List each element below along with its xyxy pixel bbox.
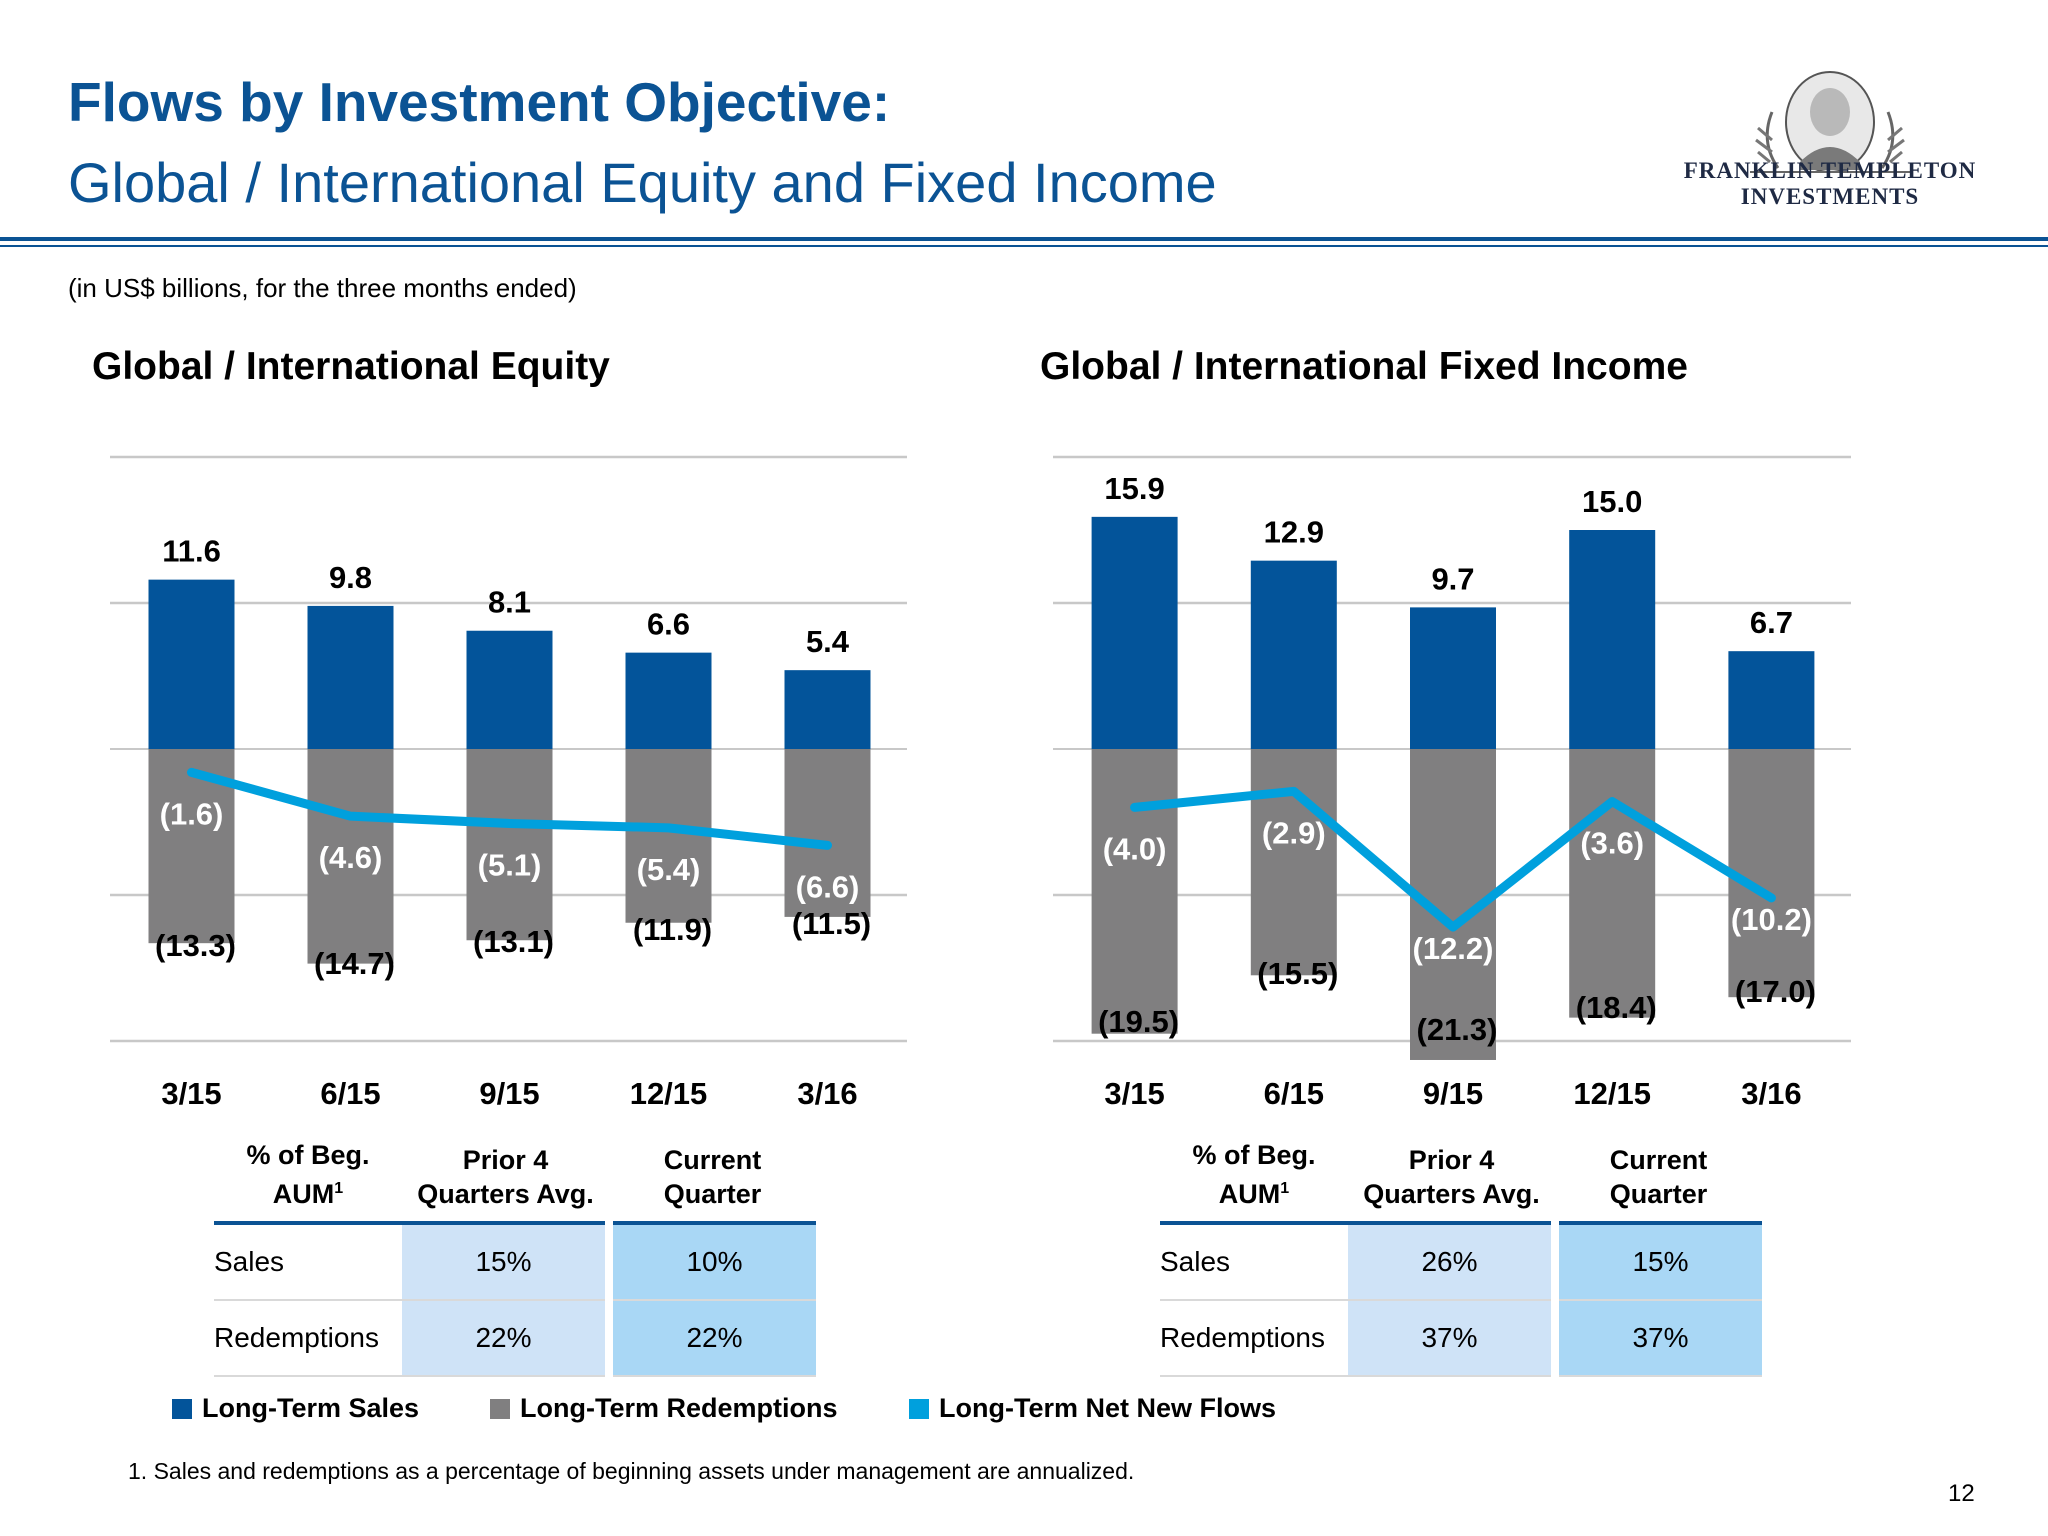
table-row: Redemptions 37% 37% <box>1160 1300 1762 1377</box>
redemption-bar <box>1250 749 1337 976</box>
net-flow-label: (2.9) <box>1262 815 1326 850</box>
sales-label: 9.8 <box>329 560 372 595</box>
sales-bar <box>148 579 235 749</box>
logo-text-line1: FRANKLIN TEMPLETON <box>1683 158 1977 183</box>
redemption-label: (13.1) <box>473 924 554 959</box>
legend-swatch <box>909 1398 929 1419</box>
page-subtitle: Global / International Equity and Fixed … <box>68 151 1217 214</box>
footnote: 1. Sales and redemptions as a percentage… <box>128 1458 1135 1484</box>
net-flow-label: (5.1) <box>478 847 542 882</box>
redemption-bar <box>625 749 712 923</box>
legend-item-sales: Long-Term Sales <box>172 1393 419 1424</box>
sales-label: 15.0 <box>1582 484 1642 519</box>
chart-title-fixed-income: Global / International Fixed Income <box>1040 345 1688 388</box>
franklin-portrait-logo-icon <box>1750 71 1910 173</box>
legend-swatch <box>172 1398 192 1419</box>
table-header-aum: % of Beg. AUM1 <box>1160 1138 1348 1225</box>
redemption-label: (11.9) <box>633 912 712 947</box>
x-tick-label: 12/15 <box>630 1076 708 1111</box>
page-number: 12 <box>1948 1480 1975 1507</box>
redemption-bar <box>1728 749 1815 998</box>
x-tick-label: 3/16 <box>1741 1076 1801 1111</box>
x-tick-label: 9/15 <box>479 1076 539 1111</box>
sales-label: 12.9 <box>1264 515 1324 550</box>
redemption-bar <box>784 749 871 917</box>
redemption-label: (19.5) <box>1098 1004 1179 1039</box>
table-header-aum: % of Beg. AUM1 <box>214 1138 402 1225</box>
sales-bar <box>1728 651 1815 749</box>
x-tick-label: 3/15 <box>1104 1076 1164 1111</box>
sales-label: 11.6 <box>162 534 221 569</box>
redemption-label: (13.3) <box>155 928 236 963</box>
redemption-label: (18.4) <box>1576 990 1657 1025</box>
legend-swatch <box>490 1398 510 1419</box>
table-header-prior: Prior 4 Quarters Avg. <box>1348 1138 1555 1225</box>
header-divider <box>0 237 2048 241</box>
table-header-prior: Prior 4 Quarters Avg. <box>402 1138 609 1225</box>
x-tick-label: 9/15 <box>1423 1076 1483 1111</box>
sales-bar <box>307 605 394 749</box>
net-flow-label: (3.6) <box>1580 826 1644 861</box>
net-flows-line <box>187 767 832 850</box>
table-row: Sales 26% 15% <box>1160 1223 1762 1301</box>
fixed-income-aum-table: % of Beg. AUM1 Prior 4 Quarters Avg. Curr… <box>1160 1138 1762 1377</box>
sales-label: 5.4 <box>806 624 850 659</box>
net-flow-label: (4.6) <box>319 840 383 875</box>
net-flow-label: (1.6) <box>160 796 224 831</box>
x-tick-label: 12/15 <box>1573 1076 1651 1111</box>
table-header-current: Current Quarter <box>609 1138 816 1225</box>
sales-bar <box>625 652 712 749</box>
redemption-bar <box>307 749 394 964</box>
sales-bar <box>1091 516 1178 749</box>
sales-bar <box>1569 530 1656 749</box>
sales-label: 9.7 <box>1431 561 1474 596</box>
redemption-label: (14.7) <box>314 946 395 981</box>
sales-label: 8.1 <box>488 585 531 620</box>
net-flow-label: (12.2) <box>1413 931 1494 966</box>
redemption-label: (17.0) <box>1735 974 1816 1009</box>
sales-label: 6.7 <box>1750 605 1793 640</box>
sales-bar <box>1410 607 1496 749</box>
redemption-bar <box>1091 749 1178 1034</box>
redemption-bar <box>1569 749 1656 1018</box>
fixed-income-chart: 15.9 (19.5) 3/15 12.9 (15.5) 6/15 9.7 (21.3) 9/1… <box>1053 455 1851 1111</box>
units-note: (in US$ billions, for the three months e… <box>68 273 577 303</box>
net-flows-line <box>1130 786 1776 932</box>
equity-aum-table: % of Beg. AUM1 Prior 4 Quarters Avg. Curr… <box>214 1138 816 1377</box>
x-tick-label: 6/15 <box>1264 1076 1324 1111</box>
equity-chart: 11.6 (13.3) 3/15 9.8 (14.7) 6/15 8.1 (13.1) 9/15… <box>110 455 907 1111</box>
sales-bar <box>784 670 871 749</box>
x-tick-label: 6/15 <box>320 1076 380 1111</box>
redemption-label: (21.3) <box>1417 1012 1498 1047</box>
sales-bar <box>1250 560 1337 749</box>
redemption-bar <box>466 749 553 941</box>
net-flow-label: (4.0) <box>1103 831 1167 866</box>
table-row: Redemptions 22% 22% <box>214 1300 816 1377</box>
logo-text-line2: INVESTMENTS <box>1740 184 1920 209</box>
sales-label: 6.6 <box>647 607 690 642</box>
chart-title-equity: Global / International Equity <box>92 345 610 388</box>
header-divider-thin <box>0 245 2048 247</box>
x-tick-label: 3/16 <box>797 1076 857 1111</box>
page-title: Flows by Investment Objective: <box>68 71 891 133</box>
net-flow-label: (6.6) <box>796 869 860 904</box>
x-tick-label: 3/15 <box>161 1076 221 1111</box>
table-row: Sales 15% 10% <box>214 1223 816 1301</box>
table-header-current: Current Quarter <box>1555 1138 1762 1225</box>
sales-label: 15.9 <box>1104 471 1164 506</box>
redemption-label: (15.5) <box>1257 956 1338 991</box>
redemption-label: (11.5) <box>792 906 871 941</box>
net-flow-label: (10.2) <box>1731 902 1812 937</box>
net-flow-label: (5.4) <box>637 852 701 887</box>
legend-item-redemptions: Long-Term Redemptions <box>490 1393 838 1424</box>
legend-item-net-flows: Long-Term Net New Flows <box>909 1393 1276 1424</box>
sales-bar <box>466 630 553 749</box>
